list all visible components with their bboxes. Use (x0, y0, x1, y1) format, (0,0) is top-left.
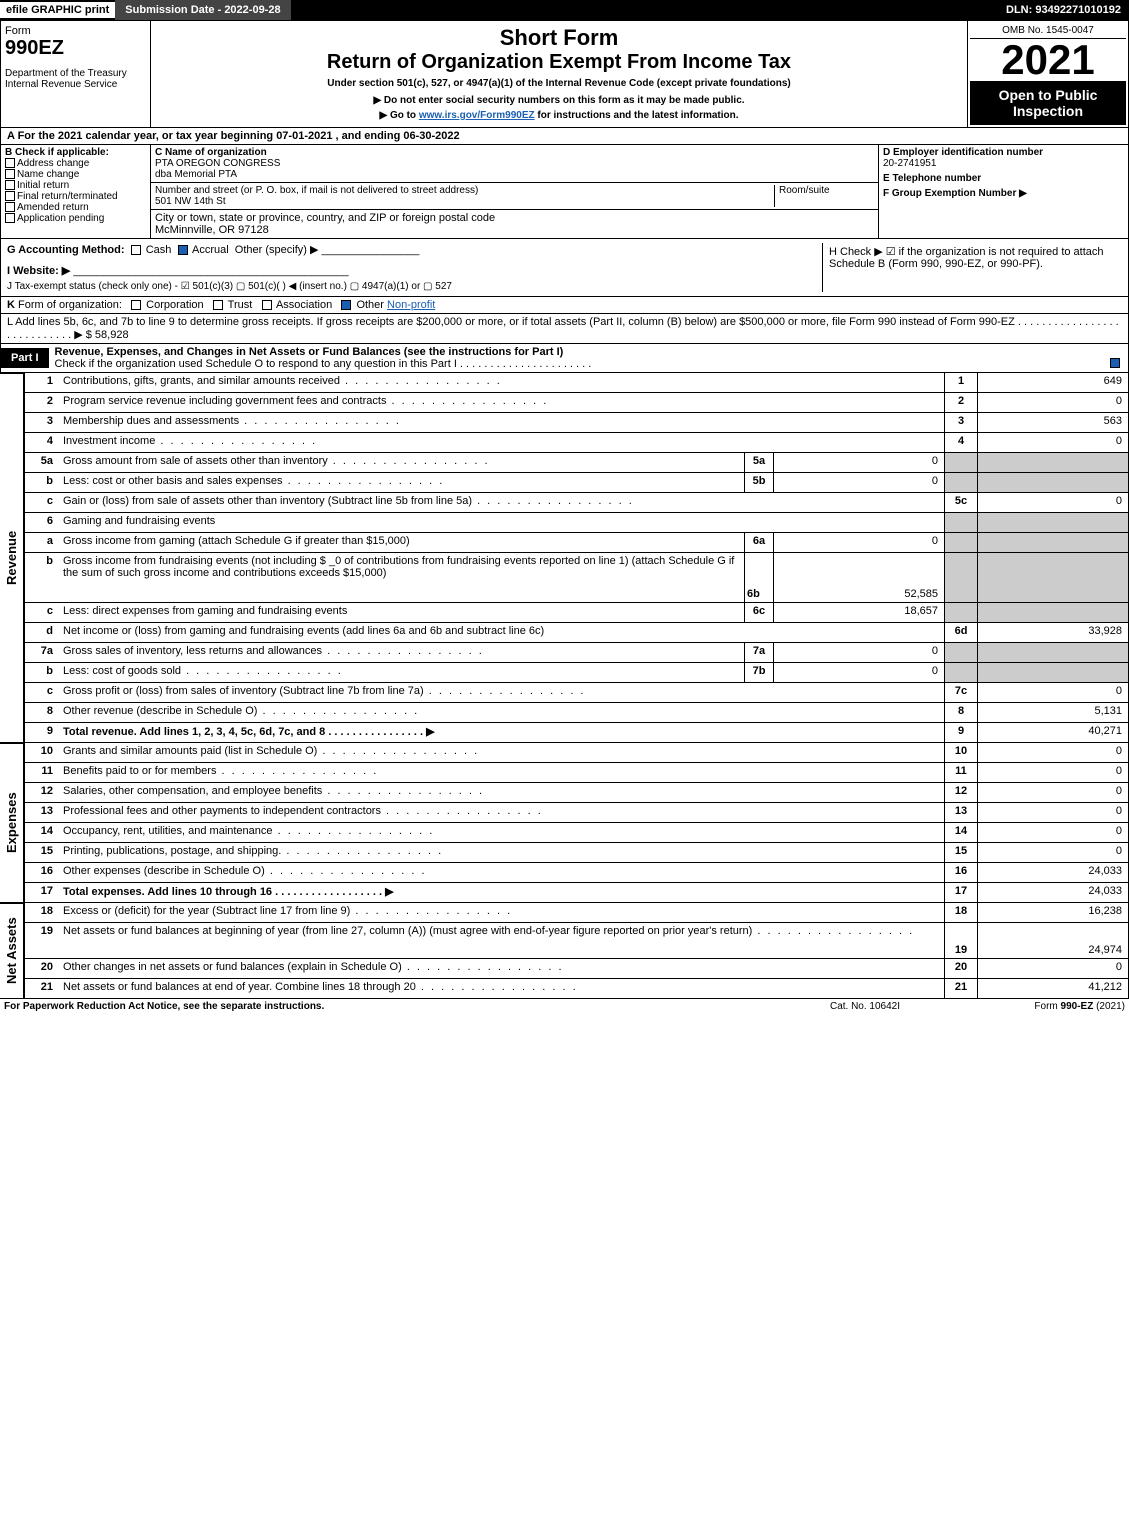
cb-trust[interactable] (213, 300, 223, 310)
line-18: 18Excess or (deficit) for the year (Subt… (24, 903, 1129, 923)
cb-accrual[interactable] (178, 245, 188, 255)
line-19: 19Net assets or fund balances at beginni… (24, 923, 1129, 959)
part1-label: Part I (1, 348, 49, 368)
line-6: 6Gaming and fundraising events (24, 513, 1129, 533)
line-9: 9Total revenue. Add lines 1, 2, 3, 4, 5c… (24, 723, 1129, 743)
line-5a: 5aGross amount from sale of assets other… (24, 453, 1129, 473)
sec-h: H Check ▶ ☑ if the organization is not r… (822, 243, 1122, 292)
title-block: Form 990EZ Department of the Treasury In… (0, 20, 1129, 128)
footer-right: Form 990-EZ (2021) (965, 1001, 1125, 1012)
efile-print-label[interactable]: efile GRAPHIC print (0, 2, 115, 18)
line-10: 10Grants and similar amounts paid (list … (24, 743, 1129, 763)
cb-initial-return[interactable]: Initial return (5, 180, 146, 191)
side-netassets: Net Assets (0, 903, 24, 999)
cb-amended[interactable]: Amended return (5, 202, 146, 213)
sec-l: L Add lines 5b, 6c, and 7b to line 9 to … (0, 314, 1129, 344)
submission-date: Submission Date - 2022-09-28 (115, 0, 290, 20)
irs-link[interactable]: www.irs.gov/Form990EZ (419, 110, 535, 121)
line-5c: cGain or (loss) from sale of assets othe… (24, 493, 1129, 513)
line-17: 17Total expenses. Add lines 10 through 1… (24, 883, 1129, 903)
subtitle-3: ▶ Go to www.irs.gov/Form990EZ for instru… (155, 110, 963, 121)
short-form: Short Form (155, 25, 963, 51)
line-7c: cGross profit or (loss) from sales of in… (24, 683, 1129, 703)
subtitle-1: Under section 501(c), 527, or 4947(a)(1)… (155, 78, 963, 89)
sec-f-hdr: F Group Exemption Number ▶ (883, 188, 1124, 199)
form-label: Form (5, 25, 146, 37)
line-20: 20Other changes in net assets or fund ba… (24, 959, 1129, 979)
address: 501 NW 14th St (155, 196, 774, 207)
nonprofit-link[interactable]: Non-profit (387, 299, 435, 311)
org-name: PTA OREGON CONGRESS dba Memorial PTA (155, 158, 874, 180)
line-3: 3Membership dues and assessments3563 (24, 413, 1129, 433)
addr-label: Number and street (or P. O. box, if mail… (155, 185, 774, 196)
cb-cash[interactable] (131, 245, 141, 255)
line-16: 16Other expenses (describe in Schedule O… (24, 863, 1129, 883)
cb-corp[interactable] (131, 300, 141, 310)
part1-header: Part I Revenue, Expenses, and Changes in… (0, 344, 1129, 373)
side-expenses: Expenses (0, 743, 24, 903)
ein: 20-2741951 (883, 158, 1124, 169)
sec-e-hdr: E Telephone number (883, 173, 1124, 184)
sec-b-hdr: B Check if applicable: (5, 147, 146, 158)
line-5b: bLess: cost or other basis and sales exp… (24, 473, 1129, 493)
section-gh: G Accounting Method: Cash Accrual Other … (0, 239, 1129, 297)
line-6a: aGross income from gaming (attach Schedu… (24, 533, 1129, 553)
line-11: 11Benefits paid to or for members110 (24, 763, 1129, 783)
line-1: 1Contributions, gifts, grants, and simil… (24, 373, 1129, 393)
other-specify: Other (specify) ▶ (235, 244, 319, 256)
form-number: 990EZ (5, 37, 146, 60)
line-4: 4Investment income40 (24, 433, 1129, 453)
department: Department of the Treasury Internal Reve… (5, 68, 146, 90)
footer: For Paperwork Reduction Act Notice, see … (0, 999, 1129, 1014)
cb-address-change[interactable]: Address change (5, 158, 146, 169)
sec-g: G Accounting Method: (7, 244, 125, 256)
part1-title: Revenue, Expenses, and Changes in Net As… (55, 346, 564, 358)
room-suite: Room/suite (774, 185, 874, 207)
sec-c-hdr: C Name of organization (155, 147, 874, 158)
sec-k: K Form of organization: Corporation Trus… (0, 297, 1129, 314)
line-6c: cLess: direct expenses from gaming and f… (24, 603, 1129, 623)
line-12: 12Salaries, other compensation, and empl… (24, 783, 1129, 803)
line-7b: bLess: cost of goods sold7b0 (24, 663, 1129, 683)
footer-left: For Paperwork Reduction Act Notice, see … (4, 1001, 765, 1012)
part1-check: Check if the organization used Schedule … (55, 358, 592, 370)
cb-schedule-o[interactable] (1110, 358, 1120, 368)
section-bcdef: B Check if applicable: Address change Na… (0, 145, 1129, 239)
sec-j: J Tax-exempt status (check only one) - ☑… (7, 281, 822, 292)
city: McMinnville, OR 97128 (155, 224, 874, 236)
line-7a: 7aGross sales of inventory, less returns… (24, 643, 1129, 663)
subtitle-2: ▶ Do not enter social security numbers o… (155, 95, 963, 106)
line-2: 2Program service revenue including gover… (24, 393, 1129, 413)
dln: DLN: 93492271010192 (998, 2, 1129, 18)
city-label: City or town, state or province, country… (155, 212, 874, 224)
line-6b: bGross income from fundraising events (n… (24, 553, 1129, 603)
top-header: efile GRAPHIC print Submission Date - 20… (0, 0, 1129, 20)
line-21: 21Net assets or fund balances at end of … (24, 979, 1129, 999)
line-15: 15Printing, publications, postage, and s… (24, 843, 1129, 863)
section-a: A For the 2021 calendar year, or tax yea… (0, 128, 1129, 145)
line-13: 13Professional fees and other payments t… (24, 803, 1129, 823)
line-6d: dNet income or (loss) from gaming and fu… (24, 623, 1129, 643)
main-title: Return of Organization Exempt From Incom… (155, 51, 963, 74)
tax-year: 2021 (970, 39, 1126, 81)
cb-other-org[interactable] (341, 300, 351, 310)
cb-pending[interactable]: Application pending (5, 213, 146, 224)
line-14: 14Occupancy, rent, utilities, and mainte… (24, 823, 1129, 843)
side-revenue: Revenue (0, 373, 24, 743)
cb-name-change[interactable]: Name change (5, 169, 146, 180)
footer-mid: Cat. No. 10642I (765, 1001, 965, 1012)
sec-i: I Website: ▶ (7, 265, 70, 277)
cb-assoc[interactable] (262, 300, 272, 310)
open-public: Open to Public Inspection (970, 81, 1126, 125)
line-8: 8Other revenue (describe in Schedule O)8… (24, 703, 1129, 723)
cb-final-return[interactable]: Final return/terminated (5, 191, 146, 202)
sec-d-hdr: D Employer identification number (883, 147, 1124, 158)
